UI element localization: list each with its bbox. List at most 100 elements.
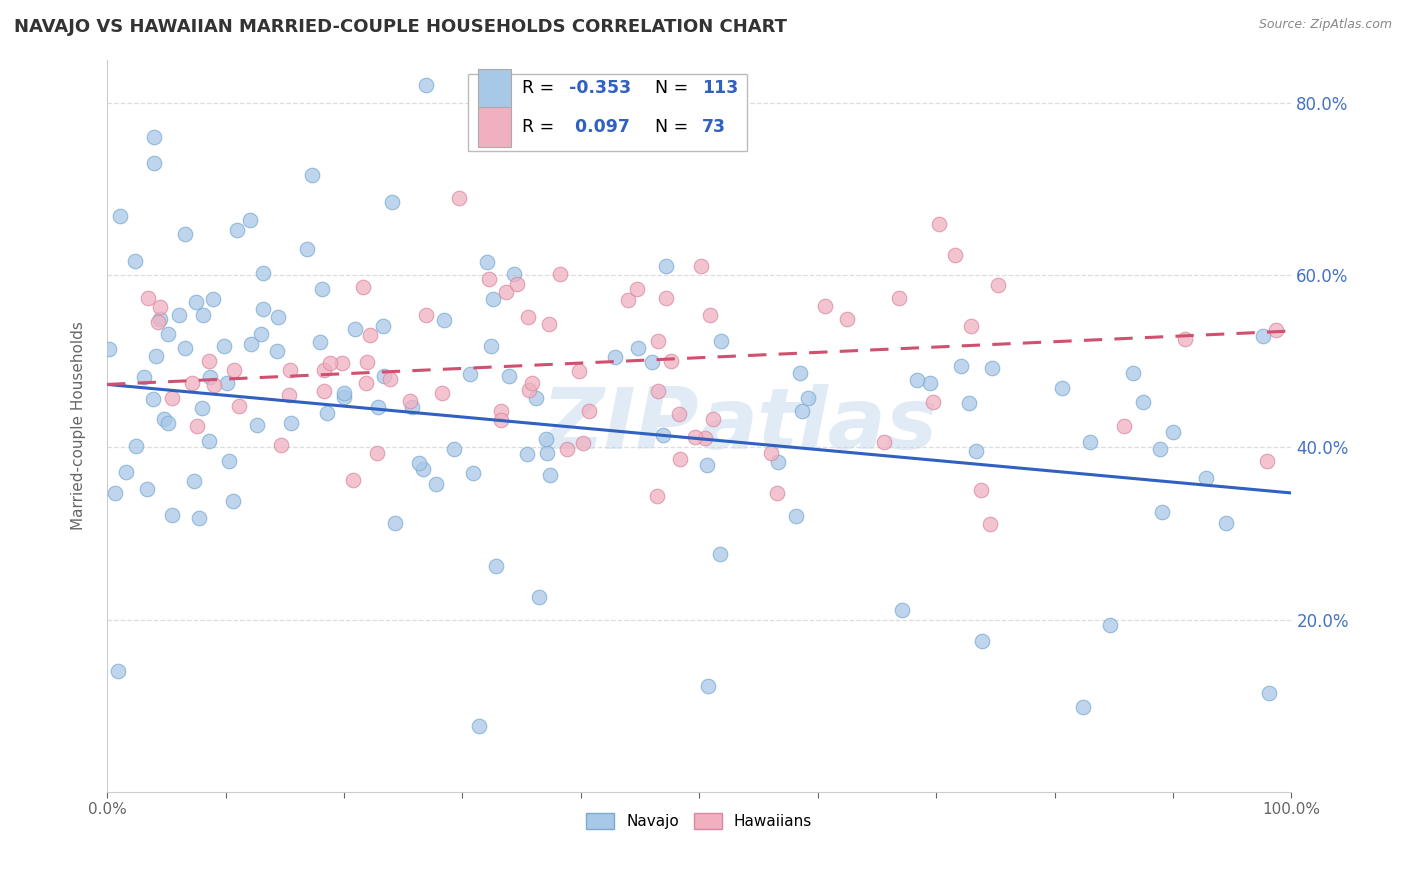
Point [399,393,422,408]
Point [266,344,288,359]
Point [280,363,302,377]
Point [183,475,205,489]
Point [979,517,1001,532]
Point [517,383,540,397]
Bar [478,69,510,109]
Point [228,399,250,413]
Point [415,78,437,92]
Point [98,342,121,356]
Point [458,367,481,381]
Point [252,266,274,280]
Point [412,462,434,476]
Point [198,434,221,448]
Text: 113: 113 [702,79,738,97]
Point [965,443,987,458]
Point [218,453,240,467]
Point [167,308,190,322]
Text: ZIP: ZIP [541,384,699,467]
Point [1080,434,1102,449]
Point [655,291,678,305]
Point [981,360,1004,375]
Point [960,318,983,333]
Point [536,445,558,459]
Point [252,302,274,317]
Point [873,435,896,450]
Point [1257,686,1279,700]
Point [921,395,943,409]
Point [693,431,716,445]
Point [301,168,323,182]
Point [381,195,404,210]
Bar [478,107,510,147]
Point [160,508,183,522]
Point [1050,381,1073,395]
Point [240,337,263,351]
Point [124,439,146,453]
Point [1215,516,1237,530]
Point [157,326,180,341]
Point [685,430,707,444]
Point [224,363,246,377]
Point [495,285,517,300]
Point [516,447,538,461]
Point [143,130,166,145]
Point [188,511,211,525]
Point [697,679,720,693]
Point [319,356,342,370]
Point [520,376,543,390]
Point [481,292,503,306]
Point [1098,617,1121,632]
Point [555,442,578,457]
Point [616,293,638,307]
Point [640,355,662,369]
Point [330,355,353,369]
Point [433,313,456,327]
Point [538,317,561,331]
Point [603,350,626,364]
Point [651,427,673,442]
Point [578,404,600,418]
Point [354,376,377,390]
Point [333,390,356,404]
Point [135,482,157,496]
Point [359,328,381,343]
Point [957,396,980,410]
Point [647,489,669,503]
Text: NAVAJO VS HAWAIIAN MARRIED-COUPLE HOUSEHOLDS CORRELATION CHART: NAVAJO VS HAWAIIAN MARRIED-COUPLE HOUSEH… [14,18,787,36]
Point [689,259,711,273]
Point [485,559,508,574]
Point [202,292,225,306]
Point [356,355,378,369]
Point [278,388,301,402]
Point [366,446,388,460]
Point [654,259,676,273]
Point [371,318,394,333]
Legend: Navajo, Hawaiians: Navajo, Hawaiians [581,807,818,836]
Point [699,308,721,322]
Point [152,412,174,426]
Point [489,413,512,427]
Point [378,372,401,386]
Point [835,312,858,326]
Point [316,406,339,420]
Point [145,349,167,363]
Point [1264,323,1286,337]
Point [761,446,783,460]
Point [766,455,789,469]
Y-axis label: Married-couple Households: Married-couple Households [72,321,86,530]
Point [132,370,155,384]
Point [709,547,731,561]
Point [943,248,966,262]
Point [157,416,180,430]
Point [1132,395,1154,409]
Point [267,310,290,324]
Point [506,277,529,291]
Point [186,419,208,434]
Point [124,254,146,268]
Point [190,401,212,415]
Point [668,407,690,421]
Point [174,341,197,355]
Point [180,376,202,390]
Point [225,223,247,237]
Point [343,322,366,336]
